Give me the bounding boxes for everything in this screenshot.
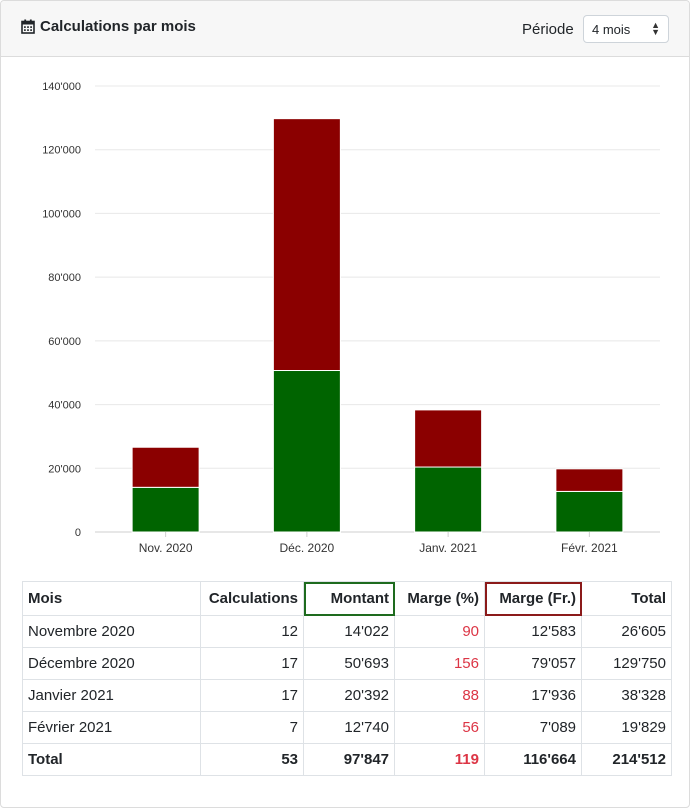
cell-total: 26'605 (581, 615, 672, 648)
table-row: Novembre 2020 12 14'022 90 12'583 26'605 (22, 615, 672, 648)
cell-montant: 14'022 (303, 615, 395, 648)
period-label: Période (522, 21, 574, 38)
cell-montant: 50'693 (303, 647, 395, 680)
x-tick-label: Janv. 2021 (419, 541, 477, 555)
table-row: Février 2021 7 12'740 56 7'089 19'829 (22, 711, 672, 744)
cell-calculations: 17 (200, 679, 304, 712)
bar-montant (272, 370, 341, 533)
cell-total: 38'328 (581, 679, 672, 712)
cell-marge-pct: 88 (394, 679, 485, 712)
x-tick-label: Déc. 2020 (280, 541, 335, 555)
bar-montant (414, 466, 483, 533)
card-title: Calculations par mois (21, 18, 196, 35)
y-tick-label: 140'000 (42, 81, 81, 93)
bar-marge (131, 446, 200, 488)
col-header-mois: Mois (22, 581, 201, 616)
bar-montant (555, 490, 624, 533)
total-montant: 97'847 (303, 743, 395, 776)
y-tick-label: 20'000 (48, 463, 81, 475)
cell-marge-fr: 79'057 (484, 647, 582, 680)
monthly-bar-chart: 0 20'000 40'000 60'000 80'000 100'000 120'000 1… (42, 81, 660, 555)
x-tick-label: Nov. 2020 (139, 541, 193, 555)
total-marge-fr: 116'664 (484, 743, 582, 776)
y-tick-label: 100'000 (42, 208, 81, 220)
period-select[interactable]: 4 mois ▲ ▼ (583, 15, 669, 43)
bar-marge (272, 118, 341, 372)
cell-calculations: 12 (200, 615, 304, 648)
x-tick-label: Févr. 2021 (561, 541, 618, 555)
total-marge-pct: 119 (394, 743, 485, 776)
cell-marge-pct: 90 (394, 615, 485, 648)
bar-montant (131, 486, 200, 533)
y-tick-label: 0 (75, 527, 81, 539)
col-header-marge-pct: Marge (%) (394, 581, 485, 616)
cell-marge-fr: 17'936 (484, 679, 582, 712)
cell-mois: Janvier 2021 (22, 679, 201, 712)
cell-marge-fr: 7'089 (484, 711, 582, 744)
cell-montant: 12'740 (303, 711, 395, 744)
cell-montant: 20'392 (303, 679, 395, 712)
table-row: Décembre 2020 17 50'693 156 79'057 129'7… (22, 647, 672, 680)
calendar-icon (21, 19, 35, 34)
bar-marge (414, 409, 483, 468)
col-header-marge-fr[interactable]: Marge (Fr.) (484, 581, 582, 616)
cell-marge-pct: 56 (394, 711, 485, 744)
card-title-text: Calculations par mois (40, 18, 196, 35)
cell-total: 19'829 (581, 711, 672, 744)
period-select-value: 4 mois (592, 22, 631, 37)
total-total: 214'512 (581, 743, 672, 776)
cell-mois: Novembre 2020 (22, 615, 201, 648)
total-calculations: 53 (200, 743, 304, 776)
cell-mois: Février 2021 (22, 711, 201, 744)
bar-marge (555, 468, 624, 492)
col-header-calculations: Calculations (200, 581, 304, 616)
y-tick-label: 60'000 (48, 336, 81, 348)
y-tick-label: 40'000 (48, 400, 81, 412)
cell-total: 129'750 (581, 647, 672, 680)
monthly-table: Mois Calculations Montant Marge (%) Marg… (22, 581, 672, 776)
col-header-total: Total (581, 581, 672, 616)
table-header-row: Mois Calculations Montant Marge (%) Marg… (22, 581, 672, 616)
cell-calculations: 7 (200, 711, 304, 744)
col-header-montant[interactable]: Montant (303, 581, 395, 616)
cell-marge-pct: 156 (394, 647, 485, 680)
select-arrows-icon: ▲ ▼ (651, 20, 660, 37)
cell-calculations: 17 (200, 647, 304, 680)
cell-marge-fr: 12'583 (484, 615, 582, 648)
y-tick-label: 80'000 (48, 272, 81, 284)
card-header: Calculations par mois Période 4 mois ▲ ▼ (1, 1, 689, 57)
total-label: Total (22, 743, 201, 776)
table-total-row: Total 53 97'847 119 116'664 214'512 (22, 743, 672, 776)
table-row: Janvier 2021 17 20'392 88 17'936 38'328 (22, 679, 672, 712)
y-tick-label: 120'000 (42, 145, 81, 157)
cell-mois: Décembre 2020 (22, 647, 201, 680)
